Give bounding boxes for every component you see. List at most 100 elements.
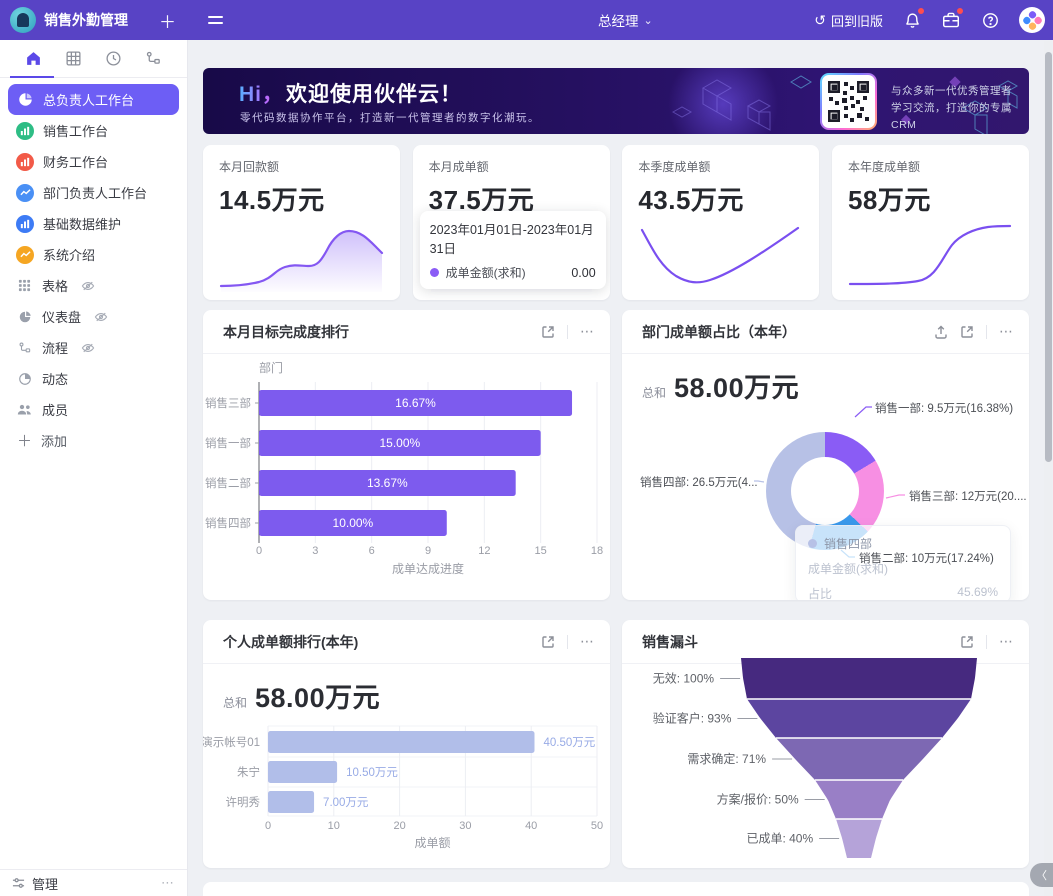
expand-icon[interactable] xyxy=(960,325,974,339)
back-to-old-version-button[interactable]: ↺ 回到旧版 xyxy=(814,11,883,30)
bar[interactable] xyxy=(259,510,447,536)
sidebar-item-system-intro[interactable]: 系统介绍 xyxy=(8,239,179,270)
expand-icon[interactable] xyxy=(541,325,555,339)
bar-chart-icon xyxy=(16,214,34,233)
top-bar: 销售外勤管理 ＋ 总经理 ⌄ ↺ 回到旧版 xyxy=(0,0,1053,40)
kpi-value: 14.5万元 xyxy=(219,185,325,215)
scrollbar-thumb[interactable] xyxy=(1045,52,1052,462)
sidebar-item-base-data[interactable]: 基础数据维护 xyxy=(8,208,179,239)
y-axis-title: 部门 xyxy=(259,360,283,375)
sidebar-item-dashboards[interactable]: 仪表盘 xyxy=(8,301,179,332)
kpi-card-quarter-deals: 本季度成单额 43.5万元 xyxy=(622,145,820,300)
x-tick-label: 6 xyxy=(369,545,375,557)
eye-off-icon xyxy=(94,311,108,323)
kpi-label: 本年度成单额 xyxy=(847,160,920,174)
collapse-panel-handle[interactable]: 〈 xyxy=(1030,863,1053,887)
sidebar-item-label: 总负责人工作台 xyxy=(43,93,135,108)
divider xyxy=(567,324,568,339)
x-axis-title: 成单额 xyxy=(414,836,450,850)
qr-pattern xyxy=(828,81,869,122)
more-icon[interactable]: ⋯ xyxy=(999,323,1013,339)
role-dropdown[interactable]: 总经理 ⌄ xyxy=(598,0,653,40)
scrollbar-track[interactable] xyxy=(1044,41,1052,896)
brand-pinwheel-icon xyxy=(1021,9,1043,31)
tab-recent[interactable] xyxy=(96,40,130,77)
expand-icon[interactable] xyxy=(960,635,974,649)
plus-icon: ＋ xyxy=(16,433,32,450)
tab-tables[interactable] xyxy=(57,40,91,77)
sliders-icon xyxy=(12,877,25,889)
funnel-stage-label: 验证客户: 93% xyxy=(653,711,732,726)
notifications-button[interactable] xyxy=(902,8,924,30)
sidebar-item-dept-workspace[interactable]: 部门负责人工作台 xyxy=(8,177,179,208)
sidebar-manage-row[interactable]: 管理 ⋯ xyxy=(0,869,187,896)
tab-home[interactable] xyxy=(17,40,51,77)
divider xyxy=(986,324,987,339)
bar-value-label: 15.00% xyxy=(379,436,420,450)
x-tick-label: 0 xyxy=(256,545,262,557)
funnel-stage[interactable] xyxy=(776,738,942,780)
sidebar-item-tables[interactable]: 表格 xyxy=(8,270,179,301)
tab-flows[interactable] xyxy=(136,40,170,77)
funnel-stage[interactable] xyxy=(836,819,882,858)
bar[interactable] xyxy=(268,731,535,753)
user-avatar[interactable] xyxy=(1019,7,1045,33)
app-logo[interactable] xyxy=(10,7,36,33)
bell-icon xyxy=(905,12,919,28)
donut-slice-label: 销售三部: 12万元(20.... xyxy=(909,491,1027,503)
x-tick-label: 20 xyxy=(393,820,405,832)
category-label: 销售一部 xyxy=(205,436,251,450)
funnel-stage-label: 无效: 100% xyxy=(653,671,715,686)
funnel-stage[interactable] xyxy=(747,699,971,738)
banner-hi: Hi， xyxy=(239,83,284,106)
sidebar-item-label: 仪表盘 xyxy=(42,310,82,325)
divider xyxy=(567,634,568,649)
download-icon[interactable] xyxy=(934,325,948,339)
funnel-stage[interactable] xyxy=(815,780,903,819)
activity-icon xyxy=(16,370,33,387)
donut-slice-label: 销售一部: 9.5万元(16.38%) xyxy=(875,403,1014,415)
series-dot xyxy=(808,539,817,548)
help-button[interactable] xyxy=(980,10,1000,30)
kpi-label: 本季度成单额 xyxy=(638,160,711,174)
bar[interactable] xyxy=(259,430,541,456)
kpi-card-month-collection: 本月回款额 14.5万元 xyxy=(203,145,400,300)
bar[interactable] xyxy=(268,761,338,783)
funnel-stage-label: 需求确定: 71% xyxy=(687,751,766,766)
sidebar-item-activity[interactable]: 动态 xyxy=(8,363,179,394)
sidebar-item-sales-workspace[interactable]: 销售工作台 xyxy=(8,115,179,146)
sidebar-item-chief-workspace[interactable]: 总负责人工作台 xyxy=(8,84,179,115)
sidebar-item-label: 财务工作台 xyxy=(43,155,109,170)
eye-off-icon xyxy=(81,342,95,354)
more-icon[interactable]: ⋯ xyxy=(580,633,594,649)
card-personal-ranking: 个人成单额排行(本年) ⋯ 总和 58.00万元 0 10 20 30 40 50 演示帐号… xyxy=(203,620,610,868)
trend-line-icon xyxy=(16,245,34,264)
bar[interactable] xyxy=(259,470,516,496)
sidebar-item-flows[interactable]: 流程 xyxy=(8,332,179,363)
expand-icon[interactable] xyxy=(541,635,555,649)
sidebar-add-button[interactable]: ＋ 添加 xyxy=(8,425,179,456)
x-tick-label: 12 xyxy=(478,545,490,557)
menu-toggle-button[interactable] xyxy=(208,15,223,25)
card-title: 个人成单额排行(本年) xyxy=(223,633,359,650)
x-tick-label: 10 xyxy=(328,820,340,832)
history-icon: ↺ xyxy=(814,12,826,28)
category-label: 朱宁 xyxy=(237,765,260,779)
line-sparkline xyxy=(848,224,1012,286)
bar[interactable] xyxy=(268,791,315,813)
card-dept-share: 部门成单额占比（本年） ⋯ 总和 58.00万元 销售一部: 9.5万元(16.… xyxy=(622,310,1029,600)
bar[interactable] xyxy=(259,390,573,416)
sidebar-item-label: 部门负责人工作台 xyxy=(43,186,148,201)
donut-slice-label: 销售四部: 26.5万元(4... xyxy=(640,477,758,489)
sidebar-item-finance-workspace[interactable]: 财务工作台 xyxy=(8,146,179,177)
more-icon[interactable]: ⋯ xyxy=(999,633,1013,649)
funnel-stage[interactable] xyxy=(741,658,977,699)
tasks-button[interactable] xyxy=(941,8,963,30)
notification-badge xyxy=(918,8,924,14)
sidebar-more-button[interactable]: ⋯ xyxy=(161,875,175,890)
more-icon[interactable]: ⋯ xyxy=(580,323,594,339)
tooltip-series-label: 成单金额(求和) xyxy=(445,266,526,280)
sidebar-item-members[interactable]: 成员 xyxy=(8,394,179,425)
add-workspace-button[interactable]: ＋ xyxy=(159,12,176,32)
